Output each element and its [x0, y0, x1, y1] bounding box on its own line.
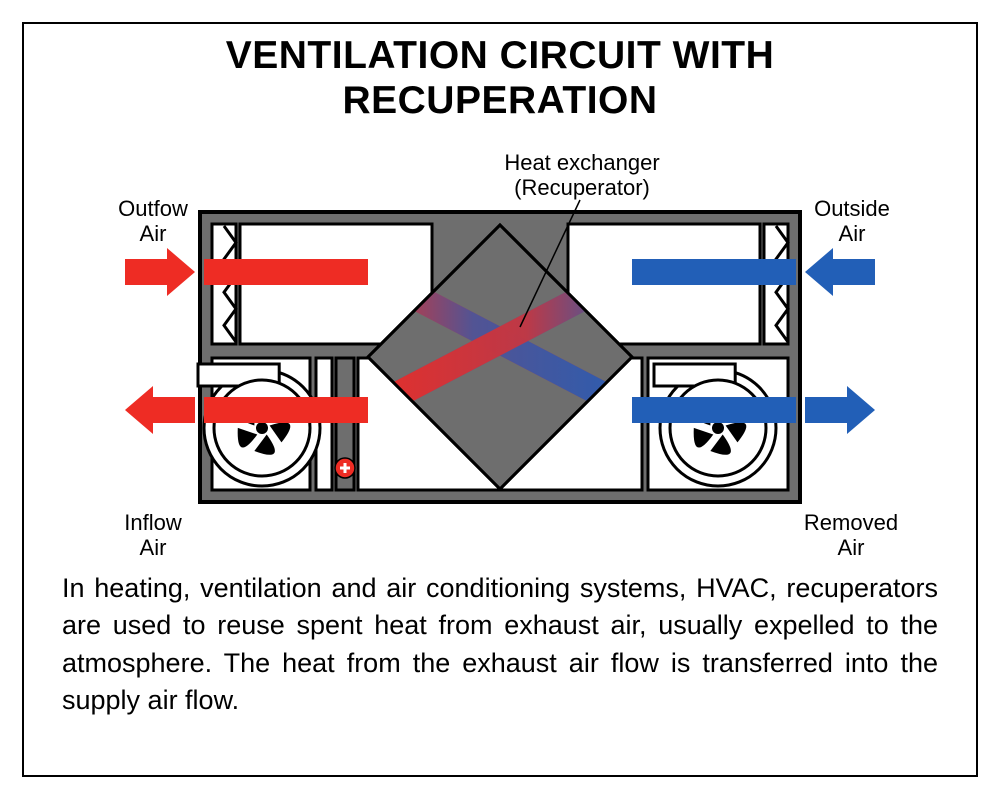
ventilation-diagram — [100, 170, 900, 530]
label-removed-2: Air — [838, 535, 865, 560]
page-title: VENTILATION CIRCUIT WITH RECUPERATION — [0, 34, 1000, 124]
label-inflow-2: Air — [140, 535, 167, 560]
title-line-2: RECUPERATION — [342, 79, 657, 122]
description-text: In heating, ventilation and air conditio… — [62, 570, 938, 719]
title-line-1: VENTILATION CIRCUIT WITH — [226, 34, 775, 77]
diagram-svg — [100, 170, 900, 530]
